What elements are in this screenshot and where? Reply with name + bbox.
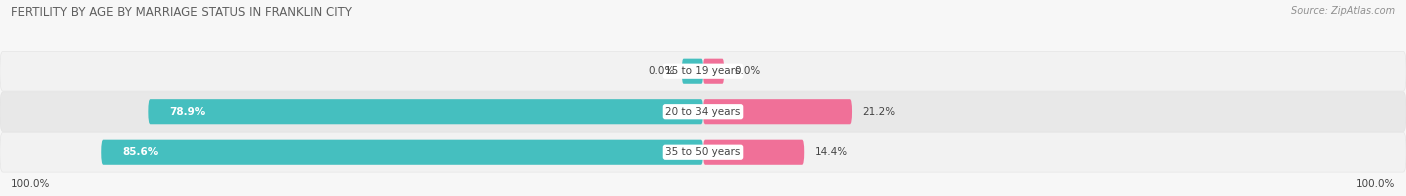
Text: 20 to 34 years: 20 to 34 years (665, 107, 741, 117)
Text: 0.0%: 0.0% (734, 66, 761, 76)
Text: 100.0%: 100.0% (1355, 179, 1395, 189)
FancyBboxPatch shape (101, 140, 703, 165)
FancyBboxPatch shape (703, 99, 852, 124)
FancyBboxPatch shape (0, 92, 1406, 132)
Text: FERTILITY BY AGE BY MARRIAGE STATUS IN FRANKLIN CITY: FERTILITY BY AGE BY MARRIAGE STATUS IN F… (11, 6, 353, 19)
Text: 85.6%: 85.6% (122, 147, 159, 157)
Text: 78.9%: 78.9% (169, 107, 205, 117)
Text: 35 to 50 years: 35 to 50 years (665, 147, 741, 157)
FancyBboxPatch shape (0, 132, 1406, 172)
Text: 15 to 19 years: 15 to 19 years (665, 66, 741, 76)
Text: 100.0%: 100.0% (11, 179, 51, 189)
FancyBboxPatch shape (703, 140, 804, 165)
FancyBboxPatch shape (682, 59, 703, 84)
Text: 14.4%: 14.4% (815, 147, 848, 157)
Text: 0.0%: 0.0% (648, 66, 675, 76)
Text: 21.2%: 21.2% (863, 107, 896, 117)
FancyBboxPatch shape (703, 59, 724, 84)
Text: Source: ZipAtlas.com: Source: ZipAtlas.com (1291, 6, 1395, 16)
FancyBboxPatch shape (0, 51, 1406, 91)
FancyBboxPatch shape (148, 99, 703, 124)
